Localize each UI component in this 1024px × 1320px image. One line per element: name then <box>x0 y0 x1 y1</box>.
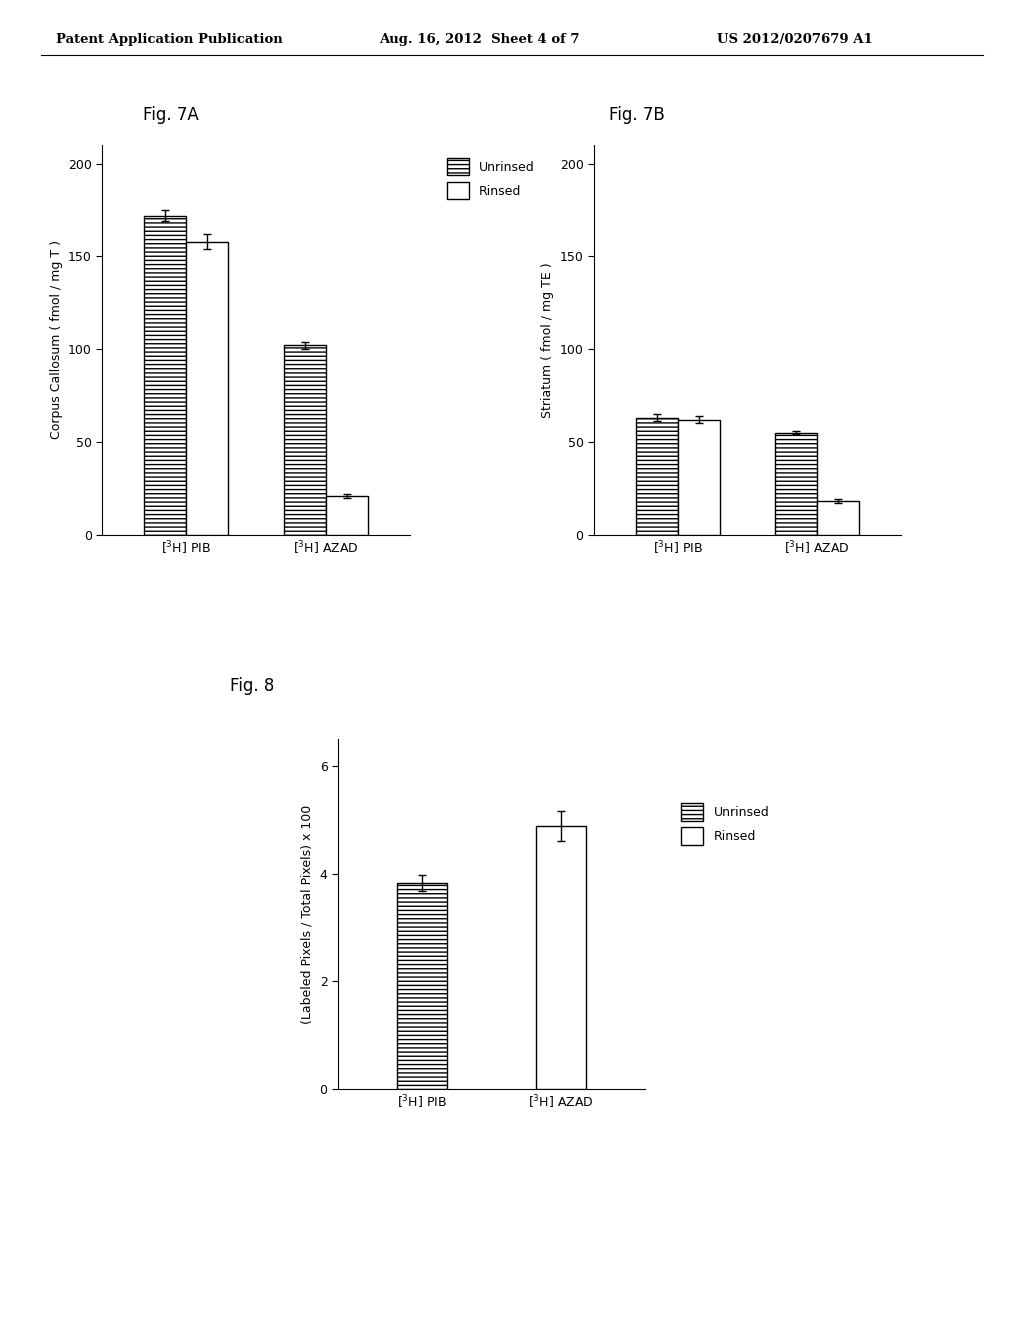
Bar <box>537 826 587 1089</box>
Y-axis label: (Labeled Pixels / Total Pixels) x 100: (Labeled Pixels / Total Pixels) x 100 <box>301 804 314 1024</box>
Text: Patent Application Publication: Patent Application Publication <box>56 33 283 46</box>
Text: Fig. 7B: Fig. 7B <box>609 106 665 124</box>
Bar <box>775 433 817 535</box>
Bar <box>817 502 859 535</box>
Legend: Unrinsed, Rinsed: Unrinsed, Rinsed <box>676 797 774 850</box>
Bar <box>144 215 186 535</box>
Bar <box>284 346 326 535</box>
Legend: Unrinsed, Rinsed: Unrinsed, Rinsed <box>440 152 541 206</box>
Bar <box>326 496 368 535</box>
Bar <box>396 883 446 1089</box>
Text: Aug. 16, 2012  Sheet 4 of 7: Aug. 16, 2012 Sheet 4 of 7 <box>379 33 580 46</box>
Y-axis label: Corpus Callosum ( fmol / mg T ): Corpus Callosum ( fmol / mg T ) <box>49 240 62 440</box>
Y-axis label: Striatum ( fmol / mg TE ): Striatum ( fmol / mg TE ) <box>541 263 554 417</box>
Bar <box>186 242 228 535</box>
Bar <box>636 417 678 535</box>
Text: Fig. 8: Fig. 8 <box>230 677 274 696</box>
Text: Fig. 7A: Fig. 7A <box>143 106 199 124</box>
Text: US 2012/0207679 A1: US 2012/0207679 A1 <box>717 33 872 46</box>
Bar <box>678 420 720 535</box>
